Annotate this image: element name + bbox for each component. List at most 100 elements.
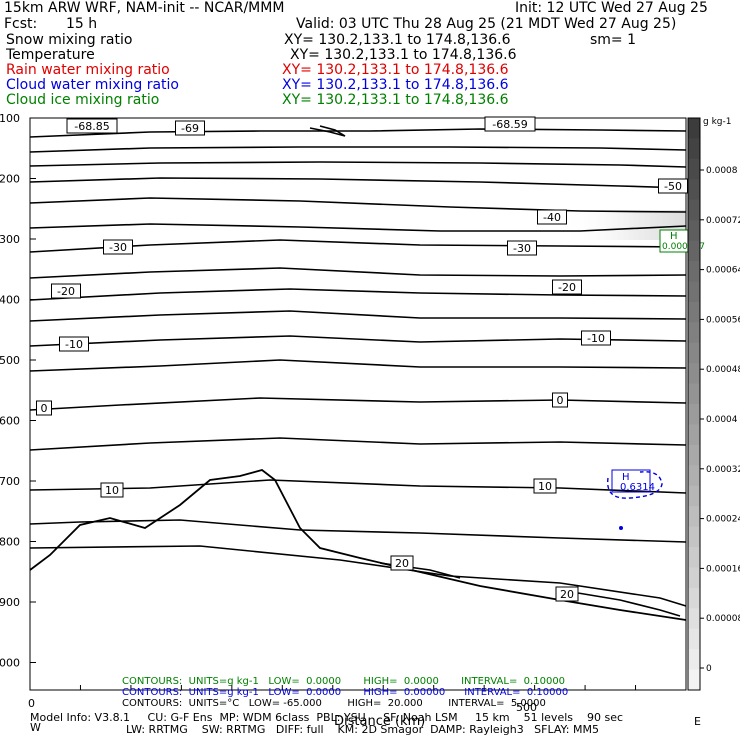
contour-label: -50 — [664, 180, 682, 193]
isotherm-line — [29, 310, 687, 322]
colorbar-segment — [688, 424, 700, 446]
contour-label: 20 — [395, 557, 409, 570]
contour-label-box — [100, 482, 124, 498]
x-start-label: 0 — [28, 697, 35, 710]
contour-label-box — [581, 330, 611, 346]
init-time: Init: 12 UTC Wed 27 Aug 25 — [515, 0, 708, 16]
colorbar-tick-label: 0.00032 — [706, 465, 740, 475]
field-name: Rain water mixing ratio — [6, 62, 170, 78]
cloud-water-dot — [619, 526, 623, 530]
isotherm-line — [29, 359, 687, 372]
colorbar-tick-label: 0.0004 — [706, 415, 738, 425]
isotherm-line — [29, 161, 687, 168]
colorbar-segment — [688, 383, 700, 405]
contour-label: -20 — [57, 285, 75, 298]
model-title: 15km ARW WRF, NAM-init -- NCAR/MMM — [4, 0, 285, 16]
contour-label-box — [507, 240, 537, 256]
contour-label: -40 — [543, 211, 561, 224]
contour-label: 0 — [41, 402, 48, 415]
colorbar-tick-label: 0.00048 — [706, 365, 740, 375]
colorbar-segment — [688, 281, 700, 303]
isotherm-line — [29, 437, 687, 451]
colorbar-segment — [688, 444, 700, 466]
field-xy: XY= 130.2,133.1 to 174.8,136.6 — [282, 77, 509, 93]
colorbar-segment — [688, 608, 700, 630]
y-tick-label: 400 — [0, 294, 20, 307]
y-tick-label: 100 — [0, 112, 20, 125]
isotherm-line — [559, 589, 681, 617]
east-label: E — [694, 715, 701, 728]
colorbar-tick-label: 0.00064 — [706, 266, 740, 276]
valid-time: Valid: 03 UTC Thu 28 Aug 25 (21 MDT Wed … — [296, 16, 677, 32]
colorbar-tick-label: 0.00008 — [706, 614, 740, 624]
cloud-water-max-value: 0.6314 — [620, 482, 655, 493]
model-info-2: LW: RRTMG SW: RRTMG DIFF: full KM: 2D Sm… — [126, 723, 599, 736]
contour-label: -10 — [65, 338, 83, 351]
colorbar-segment — [688, 138, 700, 160]
isotherm-line — [29, 519, 687, 543]
colorbar-tick-label: 0.00016 — [706, 564, 740, 574]
isotherm-line — [29, 397, 687, 411]
contour-label: -68.59 — [492, 118, 527, 131]
colorbar-frame — [687, 117, 701, 691]
y-tick-label: 200 — [0, 173, 20, 186]
contour-label-box — [66, 118, 118, 134]
forecast-label: Fcst: — [4, 16, 38, 32]
colorbar-segment — [688, 485, 700, 507]
isotherm-line — [29, 223, 687, 232]
isotherm-line — [29, 479, 687, 494]
colorbar-tick-label: 0.00072 — [706, 216, 740, 226]
y-tick-label: 300 — [0, 233, 20, 246]
contour-label-box — [552, 279, 582, 295]
colorbar-segment — [688, 301, 700, 323]
contour-label-box — [484, 116, 536, 132]
isotherm-line — [309, 125, 346, 137]
field-xy: XY= 130.2,133.1 to 174.8,136.6 — [282, 62, 509, 78]
terrain-line — [29, 469, 687, 621]
contour-line-info: CONTOURS: UNITS=g kg-1 LOW= 0.0000 HIGH=… — [122, 687, 569, 698]
contour-label: -20 — [558, 281, 576, 294]
colorbar-segment — [688, 465, 700, 487]
y-tick-label: 800 — [0, 536, 20, 549]
x-axis-label: Distance (km) — [334, 714, 426, 729]
contour-label: -69 — [181, 122, 199, 135]
contour-label: 20 — [560, 588, 574, 601]
colorbar-tick-label: 0.00024 — [706, 515, 740, 525]
field-extra: sm= 1 — [590, 32, 637, 48]
field-name: Snow mixing ratio — [6, 32, 133, 48]
colorbar-segment — [688, 240, 700, 262]
y-tick-label: 700 — [0, 475, 20, 488]
contour-label-box — [175, 120, 205, 136]
contour-label-box — [59, 336, 89, 352]
colorbar-segment — [688, 363, 700, 385]
plot-frame — [29, 117, 687, 691]
colorbar-segment — [688, 649, 700, 671]
y-tick-label: 500 — [0, 354, 20, 367]
colorbar-segment — [688, 179, 700, 201]
colorbar-units: g kg-1 — [703, 117, 731, 127]
colorbar-segment — [688, 526, 700, 548]
isotherm-line — [29, 267, 687, 279]
contour-label-box — [390, 555, 414, 571]
contour-label-box — [51, 283, 81, 299]
contour-label-box — [552, 392, 568, 408]
contour-label-box — [533, 478, 557, 494]
field-xy: XY= 130.2,133.1 to 174.8,136.6 — [290, 47, 517, 63]
field-xy: XY= 130.2,133.1 to 174.8,136.6 — [284, 32, 511, 48]
field-xy: XY= 130.2,133.1 to 174.8,136.6 — [282, 92, 509, 108]
isotherm-line — [29, 197, 687, 213]
contour-label-box — [36, 400, 52, 416]
contour-label: 10 — [538, 480, 552, 493]
colorbar-segment — [688, 118, 700, 139]
contour-line-info: CONTOURS: UNITS=°C LOW= -65.000 HIGH= 20… — [122, 698, 546, 709]
contour-label: -30 — [513, 242, 531, 255]
forecast-hour: 15 h — [66, 16, 98, 32]
cloud-water-max-box — [611, 469, 651, 493]
ice-max-letter: H — [670, 231, 678, 242]
contour-label-box — [537, 209, 567, 225]
colorbar-segment — [688, 199, 700, 221]
colorbar-tick-label: 0.0008 — [706, 166, 738, 176]
contour-label: 0 — [557, 394, 564, 407]
y-tick-label: 900 — [0, 596, 20, 609]
